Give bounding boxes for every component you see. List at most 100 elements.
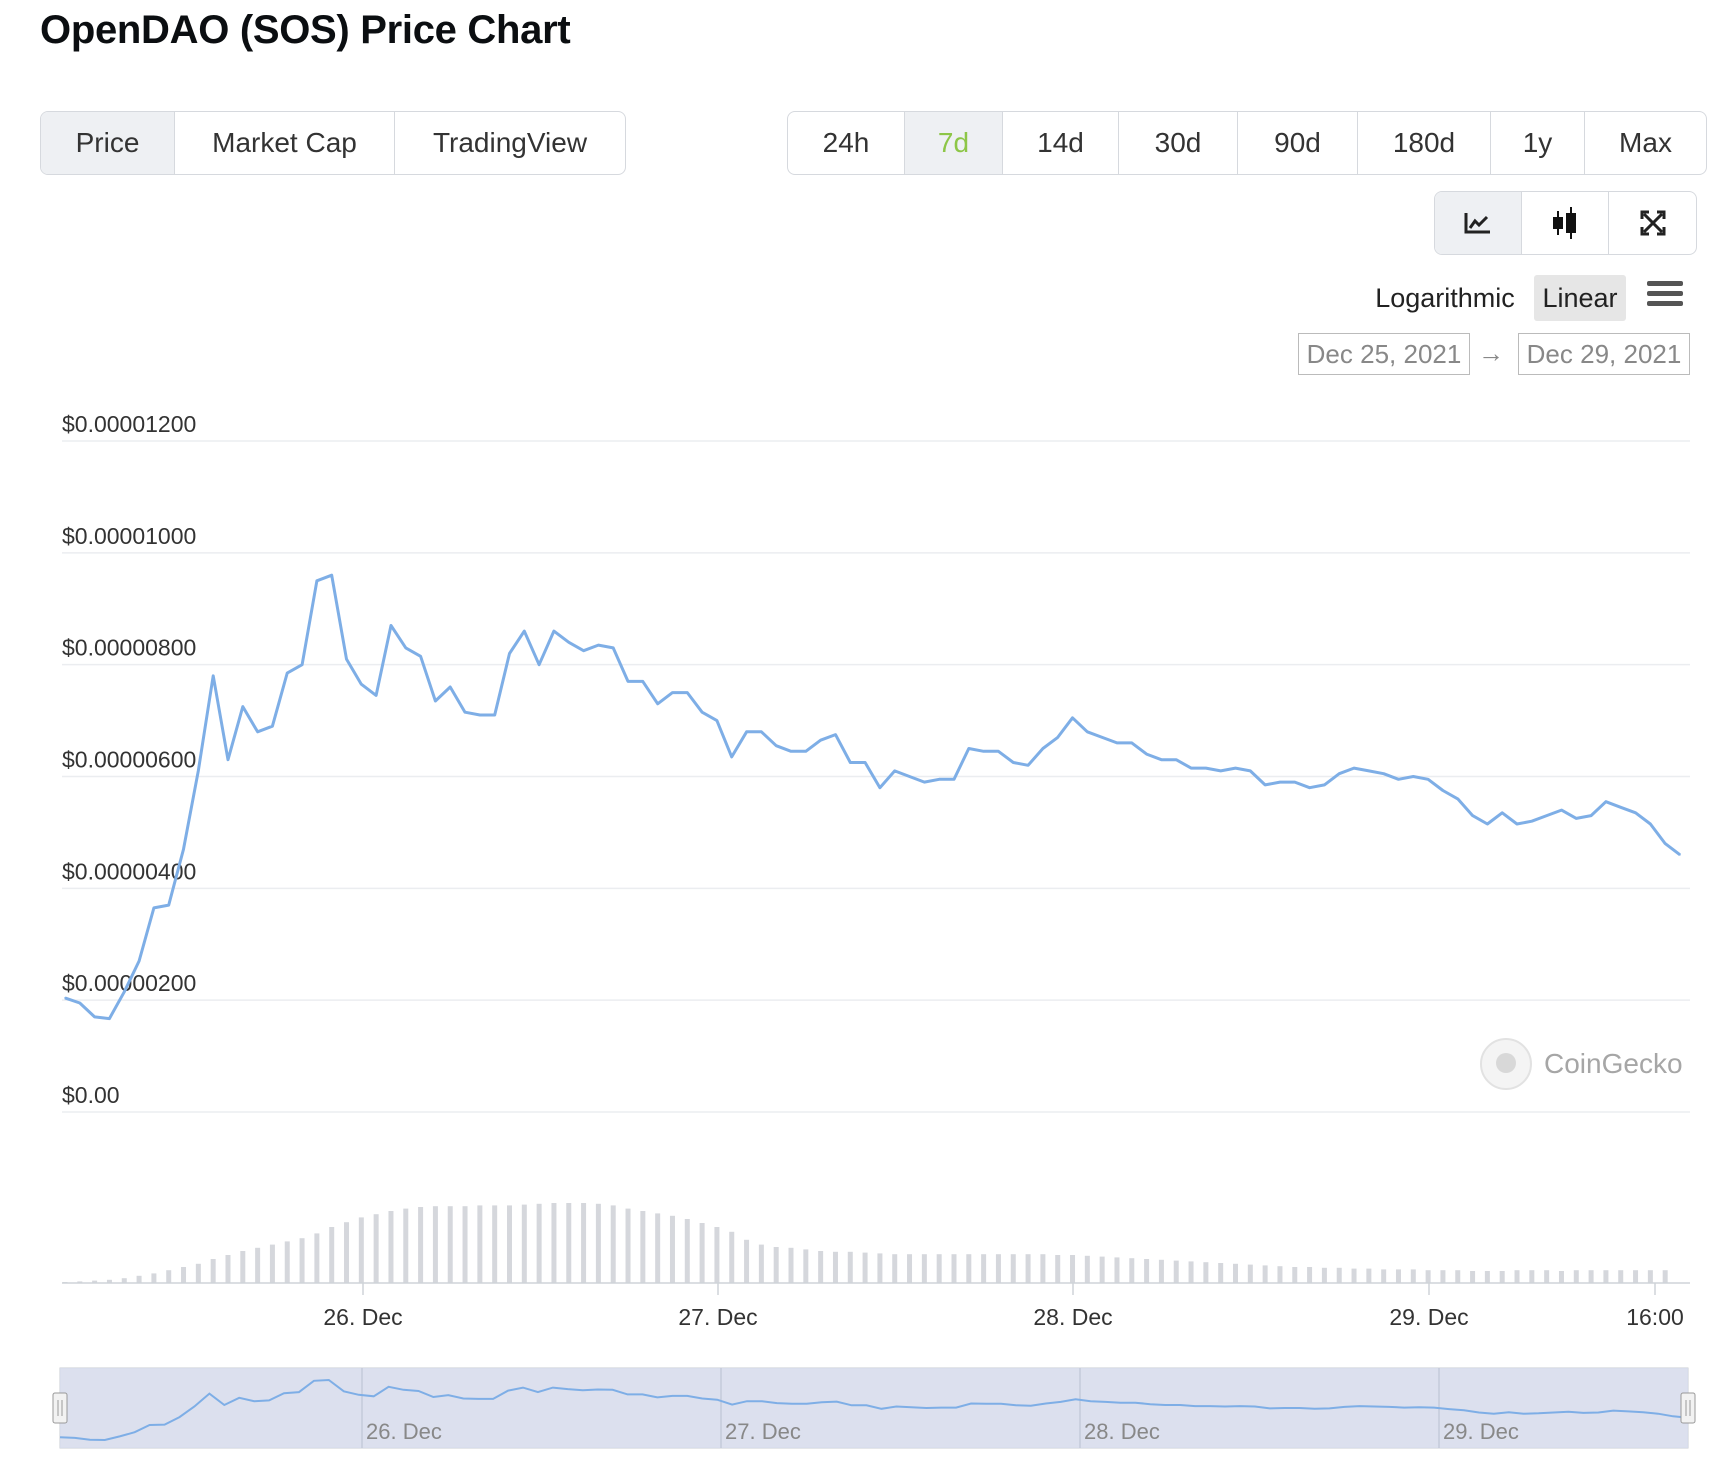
volume-bar <box>892 1254 898 1283</box>
price-point <box>360 683 363 686</box>
price-point <box>1531 820 1533 823</box>
date-range-arrow: → <box>1478 338 1504 368</box>
linear-scale-button[interactable]: Linear <box>1534 275 1626 321</box>
price-point <box>656 703 659 705</box>
range-24h-button[interactable]: 24h <box>788 112 905 174</box>
price-point <box>1412 775 1415 778</box>
tab-tradingview[interactable]: TradingView <box>432 127 588 158</box>
range-180d-button[interactable]: 180d <box>1358 112 1491 174</box>
price-point <box>464 711 466 713</box>
price-point <box>449 686 452 688</box>
range-max-button[interactable]: Max <box>1619 127 1672 158</box>
y-tick-label: $0.00000600 <box>62 747 196 773</box>
price-point <box>375 694 377 697</box>
price-point <box>419 655 422 658</box>
price-point <box>1382 772 1385 775</box>
date-from-input[interactable]: Dec 25, 2021 <box>1298 333 1470 375</box>
volume-bar <box>1440 1270 1446 1283</box>
volume-bar <box>195 1263 201 1283</box>
price-point <box>390 624 392 627</box>
price-points <box>64 574 1681 1020</box>
x-tick-label: 26. Dec <box>323 1304 402 1330</box>
price-point <box>1264 784 1266 786</box>
price-point <box>212 675 214 677</box>
volume-bar <box>92 1280 98 1283</box>
price-point <box>1308 786 1311 789</box>
volume-bar <box>625 1208 631 1283</box>
volume-bar <box>1395 1269 1401 1283</box>
price-point <box>879 786 881 789</box>
navigator: 26. Dec 27. Dec 28. Dec 29. Dec <box>52 1367 1696 1449</box>
volume-bar <box>1144 1259 1150 1283</box>
volume-bar <box>981 1254 987 1283</box>
logarithmic-scale-button[interactable]: Logarithmic <box>1375 282 1515 313</box>
volume-bar <box>1203 1262 1209 1283</box>
volume-bar <box>803 1249 809 1283</box>
price-point <box>123 990 126 993</box>
price-point <box>1012 761 1015 764</box>
volume-bar <box>121 1278 127 1283</box>
price-point <box>1353 767 1355 769</box>
volume-bar <box>1099 1256 1105 1283</box>
grid-lines <box>62 440 1690 1113</box>
price-point <box>286 672 289 674</box>
price-point <box>1619 806 1622 809</box>
volume-bar <box>773 1247 779 1283</box>
x-tick-label: 29. Dec <box>1389 1304 1468 1330</box>
watermark: CoinGecko <box>1544 1048 1683 1079</box>
price-point <box>730 756 733 758</box>
chart-type-group <box>1434 191 1697 255</box>
volume-bar <box>166 1270 172 1283</box>
price-point <box>849 761 852 764</box>
price-point <box>523 630 526 632</box>
volume-bar <box>1618 1270 1624 1283</box>
volume-bar <box>1010 1254 1016 1283</box>
volume-bar <box>907 1254 913 1283</box>
price-point <box>1279 781 1281 783</box>
price-point <box>153 907 155 909</box>
volume-bar <box>477 1205 483 1283</box>
range-14d-button[interactable]: 14d <box>1003 112 1119 174</box>
navigator-handle[interactable] <box>1680 1392 1696 1424</box>
volume-bar <box>655 1213 661 1283</box>
navigator-handle[interactable] <box>52 1392 68 1424</box>
volume-bar <box>418 1207 424 1283</box>
volume-bar <box>136 1275 142 1283</box>
tab-price[interactable]: Price <box>41 112 175 174</box>
volume-bar <box>1084 1255 1090 1283</box>
volume-bar <box>1573 1270 1579 1283</box>
volume-bar <box>551 1203 557 1283</box>
volume-bar <box>1188 1261 1194 1283</box>
price-point <box>508 652 511 655</box>
volume-bar <box>1292 1267 1298 1283</box>
price-point <box>982 750 985 753</box>
volume-bar <box>1262 1265 1268 1283</box>
volume-bar <box>1129 1258 1135 1283</box>
price-point <box>1130 742 1133 744</box>
range-7d-button[interactable]: 7d <box>905 112 1003 174</box>
volume-bar <box>1425 1270 1431 1283</box>
line-chart-button[interactable] <box>1435 192 1522 254</box>
volume-bar <box>566 1203 572 1283</box>
price-point <box>1679 853 1681 856</box>
price-chart[interactable]: $0.00$0.00000200$0.00000400$0.00000600$0… <box>0 400 1722 1458</box>
price-point <box>1590 814 1592 817</box>
y-tick-label: $0.00 <box>62 1082 120 1108</box>
volume-bar <box>210 1259 216 1283</box>
date-to-input[interactable]: Dec 29, 2021 <box>1518 333 1690 375</box>
price-point <box>701 711 703 713</box>
x-tick-label: 27. Dec <box>678 1304 757 1330</box>
candlestick-chart-button[interactable] <box>1522 192 1609 254</box>
volume-bar <box>358 1217 364 1283</box>
navigator-labels: 26. Dec 27. Dec 28. Dec 29. Dec <box>366 1419 1519 1444</box>
range-1y-button[interactable]: 1y <box>1491 112 1585 174</box>
fullscreen-button[interactable] <box>1609 192 1696 254</box>
range-30d-button[interactable]: 30d <box>1119 112 1238 174</box>
volume-bar <box>758 1244 764 1283</box>
tab-market-cap[interactable]: Market Cap <box>175 112 395 174</box>
volume-bar <box>1514 1270 1520 1283</box>
hamburger-menu-icon[interactable] <box>1647 281 1683 311</box>
fullscreen-icon <box>1640 210 1665 236</box>
range-90d-button[interactable]: 90d <box>1238 112 1358 174</box>
volume-bar <box>936 1254 942 1283</box>
